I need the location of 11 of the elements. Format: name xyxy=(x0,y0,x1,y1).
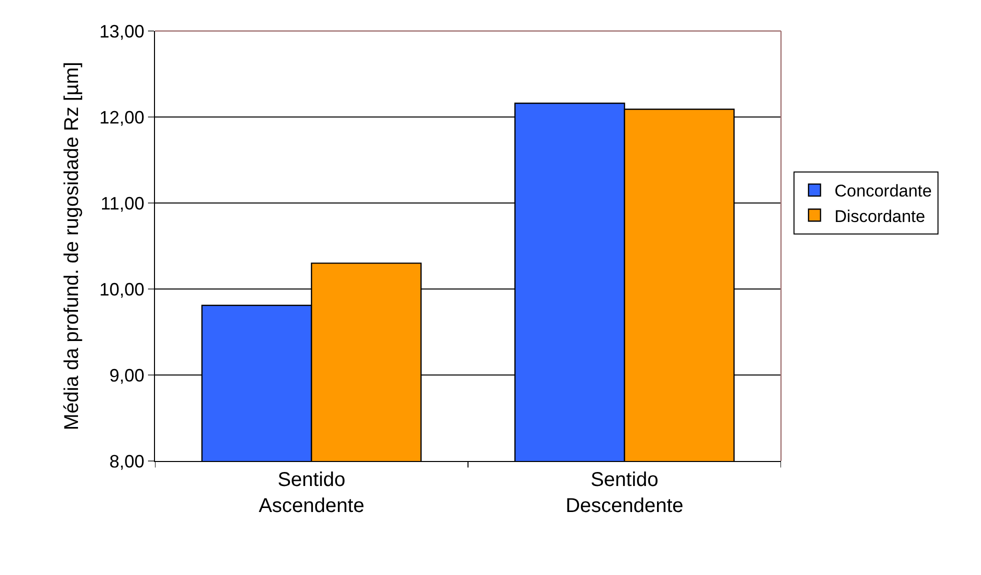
y-tick-label: 13,00 xyxy=(99,21,144,42)
y-tick-label: 11,00 xyxy=(100,193,144,214)
y-tick-label: 12,00 xyxy=(99,107,144,128)
x-tick-label: Sentido Descendente xyxy=(566,469,684,517)
x-tick-label: Sentido Ascendente xyxy=(258,469,364,517)
y-tick-label: 9,00 xyxy=(109,365,144,386)
y-axis-title: Média da profund. de rugosidade Rz [µm] xyxy=(60,62,83,430)
y-tick-label: 10,00 xyxy=(99,279,144,300)
legend-label: Discordante xyxy=(834,206,926,226)
y-tick-label: 8,00 xyxy=(109,451,144,472)
legend-label: Concordante xyxy=(834,182,932,201)
